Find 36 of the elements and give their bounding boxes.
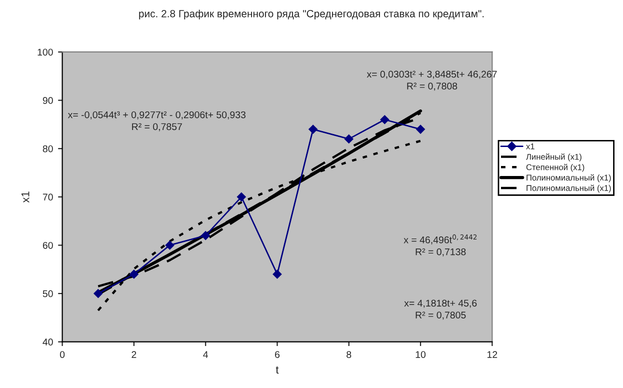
x-tick-label: 4 xyxy=(203,351,208,358)
point xyxy=(201,231,210,240)
annotation: x= -0,0544t³ + 0,9277t² - 0,2906t+ 50,933 R² = 0,7857 xyxy=(68,111,246,132)
point xyxy=(416,124,425,134)
point xyxy=(344,134,354,144)
annotation: x = 46,496t$^{0,2442}$ R² = 0,7138 xyxy=(404,234,477,256)
point xyxy=(165,240,174,250)
point xyxy=(94,289,103,298)
legend-label: x1 xyxy=(526,144,534,150)
y-tick-label: 100 xyxy=(38,48,53,56)
point xyxy=(129,270,138,279)
x-tick-label: 6 xyxy=(275,351,280,358)
chart-title: рис. 2.8 График временного ряда "Среднегодовая ставка по кредитам". xyxy=(139,10,484,20)
legend-label: Линейный (x1) xyxy=(526,153,582,162)
y-tick-label: 40 xyxy=(42,338,53,346)
x-tick-label: 10 xyxy=(416,351,426,358)
point xyxy=(308,124,318,134)
legend-label: Полиномиальный (x1) xyxy=(526,184,611,193)
point xyxy=(380,115,390,124)
annotation: x= 4,1818t+ 45,6 R² = 0,7805 xyxy=(404,300,477,320)
x-tick-label: 2 xyxy=(132,351,136,358)
x-axis-title: t xyxy=(276,366,279,374)
annotation: x= 0,0303t² + 3,8485t+ 46,267 R² = 0,7808 xyxy=(366,70,497,91)
point xyxy=(272,270,282,279)
y-tick-label: 70 xyxy=(42,194,53,201)
x-tick-label: 8 xyxy=(346,351,352,358)
y-axis-title: x1 xyxy=(22,192,30,203)
legend-label: Степенной (x1) xyxy=(526,164,584,172)
y-tick-label: 90 xyxy=(42,97,53,104)
point xyxy=(236,192,246,202)
x-tick-label: 12 xyxy=(488,351,498,358)
legend-label: Полиномиальный (x1) xyxy=(526,174,611,182)
y-tick-label: 60 xyxy=(42,242,53,249)
x-tick-label: 0 xyxy=(60,351,65,358)
y-tick-label: 80 xyxy=(42,145,53,152)
y-tick-label: 50 xyxy=(42,290,53,298)
